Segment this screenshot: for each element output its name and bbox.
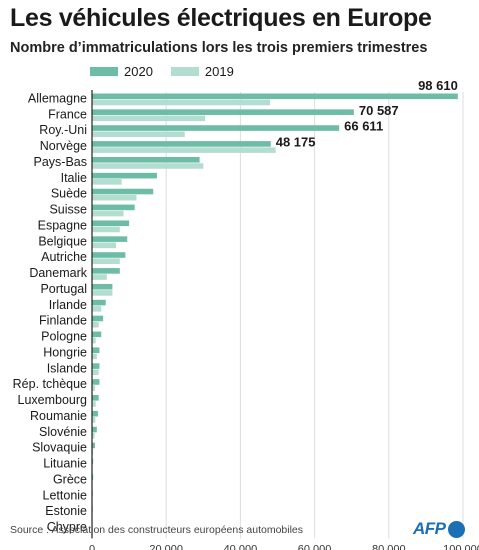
x-tick-label: 20 000 xyxy=(149,543,183,550)
category-label: Italie xyxy=(61,171,87,185)
category-label: Luxembourg xyxy=(18,393,88,407)
category-label: Finlande xyxy=(39,314,87,328)
bar-2019 xyxy=(92,242,117,249)
legend-label-2019: 2019 xyxy=(204,64,234,79)
category-label: Espagne xyxy=(38,218,87,232)
category-label: Rép. tchèque xyxy=(13,377,87,391)
bar-2019 xyxy=(92,99,271,106)
legend-swatch-2020 xyxy=(90,67,118,76)
chart-title: Les véhicules électriques en Europe xyxy=(10,4,432,32)
bar-2020 xyxy=(92,379,100,385)
source-note: Source : Association des constructeurs e… xyxy=(10,524,304,536)
category-label: Pays-Bas xyxy=(34,155,88,169)
bar-2020 xyxy=(92,347,100,354)
bar-2019 xyxy=(92,131,185,138)
bar-2019 xyxy=(92,194,137,201)
bar-2019 xyxy=(92,369,99,376)
category-label: France xyxy=(48,107,87,121)
bar-2019 xyxy=(92,337,96,344)
category-label: Hongrie xyxy=(43,345,87,359)
category-label: Roy.-Uni xyxy=(39,123,87,137)
bar-2019 xyxy=(92,226,120,233)
category-label: Suisse xyxy=(49,203,87,217)
bar-2019 xyxy=(92,432,95,439)
category-label: Portugal xyxy=(40,282,87,296)
x-tick-label: 80 000 xyxy=(372,543,406,550)
bar-2019 xyxy=(92,306,102,312)
legend-swatch-2019 xyxy=(170,67,199,76)
bar-2020 xyxy=(92,141,271,147)
x-tick-label: 60 000 xyxy=(298,543,332,550)
category-label: Danemark xyxy=(29,266,87,280)
bar-2020 xyxy=(92,442,95,449)
bar-2020 xyxy=(92,426,97,433)
bar-2020 xyxy=(92,220,130,227)
category-label: Allemagne xyxy=(28,92,87,106)
bar-2019 xyxy=(92,274,107,280)
bar-2020 xyxy=(92,156,200,163)
x-tick-label: 40 000 xyxy=(224,543,258,550)
data-label: 70 587 xyxy=(359,103,399,118)
bar-2020 xyxy=(92,331,102,338)
x-tick-label: 100 000 xyxy=(443,543,479,550)
bar-2020 xyxy=(92,172,157,179)
category-label: Roumanie xyxy=(30,409,87,423)
category-label: Islande xyxy=(47,361,87,375)
bar-2020 xyxy=(92,395,99,401)
category-label: Pologne xyxy=(41,330,87,344)
bar-2020 xyxy=(92,268,120,274)
bar-2019 xyxy=(92,147,276,153)
category-label: Belgique xyxy=(38,234,87,248)
category-label: Lettonie xyxy=(43,488,88,502)
category-label: Lituanie xyxy=(43,457,87,471)
category-label: Autriche xyxy=(41,250,87,264)
category-label: Grèce xyxy=(53,472,87,486)
bar-2020 xyxy=(92,410,98,417)
category-label: Slovaquie xyxy=(32,441,87,455)
bar-2019 xyxy=(92,401,96,407)
bar-2020 xyxy=(92,315,104,322)
legend-item-2020: 2020 xyxy=(90,64,153,79)
bar-2019 xyxy=(92,417,96,423)
bar-2020 xyxy=(92,252,126,258)
bar-2020 xyxy=(92,363,100,369)
chart-subtitle: Nombre d’immatriculations lors les trois… xyxy=(10,40,428,56)
category-label: Norvège xyxy=(40,139,87,153)
data-label: 48 175 xyxy=(276,135,316,150)
bar-2019 xyxy=(92,258,120,264)
x-tick-label: 0 xyxy=(89,543,95,550)
bar-2020 xyxy=(92,125,340,131)
category-label: Chypre xyxy=(47,520,87,534)
category-label: Slovénie xyxy=(39,425,87,439)
bar-2019 xyxy=(92,163,204,169)
legend-label-2020: 2020 xyxy=(124,64,153,79)
bar-2019 xyxy=(92,290,113,296)
bar-2019 xyxy=(92,115,206,122)
bar-2019 xyxy=(92,353,97,360)
bar-2019 xyxy=(92,321,99,328)
data-label: 98 610 xyxy=(418,78,458,93)
category-label: Estonie xyxy=(45,504,87,518)
bar-2020 xyxy=(92,204,135,211)
afp-logo: AFP xyxy=(413,519,465,539)
bar-2019 xyxy=(92,179,122,185)
legend-item-2019: 2019 xyxy=(170,64,234,79)
afp-logo-text: AFP xyxy=(413,519,446,538)
bar-2020 xyxy=(92,188,154,195)
data-label: 66 611 xyxy=(344,119,383,134)
legend: 2020 2019 xyxy=(90,64,252,79)
category-label: Irlande xyxy=(49,298,87,312)
bar-2020 xyxy=(92,236,128,242)
bar-2019 xyxy=(92,385,95,391)
category-label: Suède xyxy=(51,187,87,201)
bar-2020 xyxy=(92,93,458,100)
afp-logo-dot-icon xyxy=(447,520,465,538)
bar-2020 xyxy=(92,299,106,306)
bar-2020 xyxy=(92,109,354,115)
bar-2019 xyxy=(92,210,124,217)
bar-2020 xyxy=(92,283,113,290)
